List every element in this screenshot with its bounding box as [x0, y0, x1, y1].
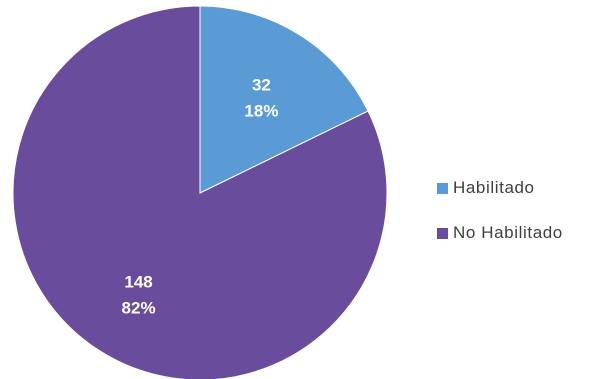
pie-slice-no-habilitado — [12, 5, 388, 379]
legend-item-no-habilitado: No Habilitado — [437, 223, 563, 243]
legend: Habilitado No Habilitado — [437, 178, 563, 268]
data-label-percent-no-habilitado: 82% — [122, 298, 156, 317]
legend-item-habilitado: Habilitado — [437, 178, 563, 198]
legend-label-no-habilitado: No Habilitado — [453, 223, 563, 242]
data-label-value-habilitado: 32 — [252, 76, 271, 95]
data-label-value-no-habilitado: 148 — [124, 272, 152, 291]
legend-label-habilitado: Habilitado — [453, 178, 535, 197]
data-label-percent-habilitado: 18% — [244, 102, 278, 121]
pie-slice-habilitado — [199, 5, 369, 194]
legend-swatch-habilitado — [437, 182, 448, 194]
legend-swatch-no-habilitado — [437, 227, 448, 239]
